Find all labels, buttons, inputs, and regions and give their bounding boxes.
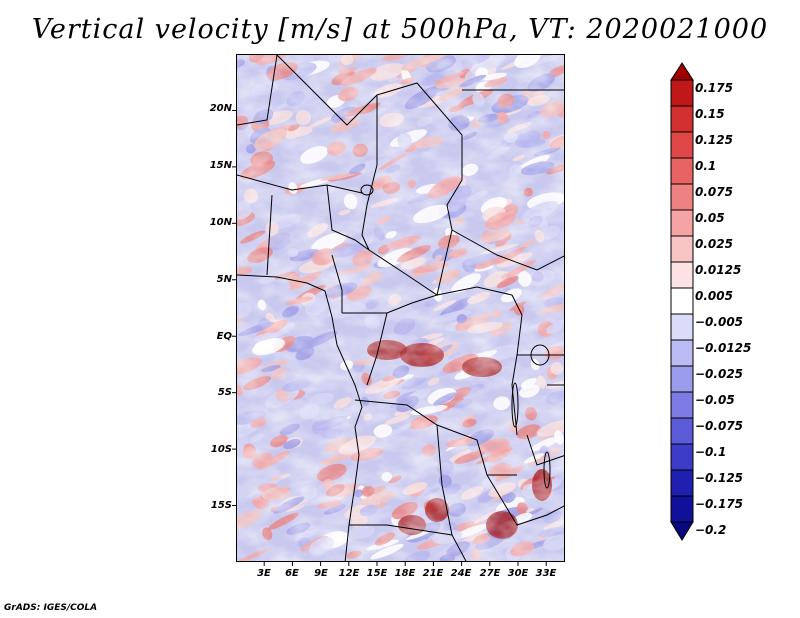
border-north-3 [361, 95, 378, 251]
border-east-2 [526, 434, 564, 466]
colorbar-label-4: 0.075 [695, 185, 733, 199]
colorbar-swatch [670, 261, 694, 289]
border-north-2 [237, 55, 278, 126]
colorbar-label-10: −0.0125 [695, 341, 752, 355]
lat-label-eq: EQ [216, 331, 232, 342]
border-angola-e [436, 424, 467, 561]
lon-label-21e: 21E [422, 568, 444, 579]
border-drc-s [354, 399, 517, 476]
colorbar-swatches [670, 62, 694, 541]
colorbar-label-9: −0.005 [695, 315, 744, 329]
border-north-5 [266, 194, 273, 276]
lon-label-12e: 12E [338, 568, 360, 579]
colorbar-swatch [670, 131, 694, 159]
lake-tanganyika [511, 382, 519, 428]
colorbar [670, 62, 694, 541]
colorbar-swatch [670, 495, 694, 523]
colorbar-label-0: 0.175 [695, 81, 733, 95]
lon-label-3e: 3E [257, 568, 271, 579]
lon-label-9e: 9E [314, 568, 328, 579]
border-congo-n [342, 286, 513, 314]
lon-label-15e: 15E [366, 568, 388, 579]
colorbar-label-15: −0.125 [695, 471, 744, 485]
border-congo [366, 312, 388, 386]
colorbar-swatch [670, 235, 694, 263]
lat-label-10s: 10S [210, 444, 232, 455]
lon-label-30e: 30E [507, 568, 529, 579]
colorbar-label-16: −0.175 [695, 497, 744, 511]
colorbar-swatch [670, 417, 694, 445]
colorbar-label-12: −0.05 [695, 393, 735, 407]
colorbar-swatch [670, 469, 694, 497]
colorbar-swatch [670, 339, 694, 367]
colorbar-swatch [670, 287, 694, 315]
colorbar-label-8: 0.005 [695, 289, 733, 303]
lon-label-6e: 6E [285, 568, 299, 579]
colorbar-label-3: 0.1 [695, 159, 717, 173]
colorbar-label-1: 0.15 [695, 107, 725, 121]
lat-label-20n: 20N [209, 103, 232, 114]
colorbar-swatch [670, 105, 694, 133]
colorbar-label-7: 0.0125 [695, 263, 742, 277]
border-north-1 [276, 55, 463, 231]
map-panel [236, 54, 565, 562]
colorbar-label-14: −0.1 [695, 445, 727, 459]
colorbar-swatch [670, 157, 694, 185]
border-car [368, 229, 453, 296]
colorbar-top-triangle [670, 62, 694, 81]
colorbar-label-6: 0.025 [695, 237, 733, 251]
lat-label-5n: 5N [216, 274, 232, 285]
lake-victoria [530, 344, 550, 366]
chart-title: Vertical velocity [m/s] at 500hPa, VT: 2… [31, 14, 769, 45]
colorbar-swatch [670, 365, 694, 393]
border-sudan-2 [451, 229, 564, 271]
tick-marks [232, 109, 547, 566]
lat-label-10n: 10N [209, 217, 232, 228]
lat-label-15n: 15N [209, 160, 232, 171]
lon-label-27e: 27E [479, 568, 501, 579]
colorbar-swatch [670, 443, 694, 471]
colorbar-swatch [670, 209, 694, 237]
colorbar-swatch [670, 79, 694, 107]
colorbar-swatch [670, 183, 694, 211]
coastline [237, 274, 363, 561]
lake-malawi [543, 451, 551, 489]
lake-chad [360, 184, 374, 196]
lat-label-15s: 15S [210, 500, 232, 511]
lon-label-18e: 18E [394, 568, 416, 579]
border-north-6 [326, 184, 370, 251]
vertical-velocity-field [237, 55, 564, 561]
border-north-4 [237, 174, 363, 194]
colorbar-label-2: 0.125 [695, 133, 733, 147]
lon-label-33e: 33E [535, 568, 557, 579]
lat-label-5s: 5S [217, 387, 232, 398]
grads-credit: GrADS: IGES/COLA [4, 603, 98, 613]
colorbar-label-5: 0.05 [695, 211, 725, 225]
border-cameroon [331, 254, 343, 313]
colorbar-label-13: −0.075 [695, 419, 744, 433]
colorbar-bottom-triangle [670, 521, 694, 541]
colorbar-swatch [670, 313, 694, 341]
colorbar-label-11: −0.025 [695, 367, 744, 381]
border-angola-s [349, 524, 453, 536]
country-borders [237, 55, 564, 561]
lon-label-24e: 24E [450, 568, 472, 579]
colorbar-swatch [670, 391, 694, 419]
colorbar-label-17: −0.2 [695, 523, 727, 537]
border-zambia [486, 474, 564, 526]
